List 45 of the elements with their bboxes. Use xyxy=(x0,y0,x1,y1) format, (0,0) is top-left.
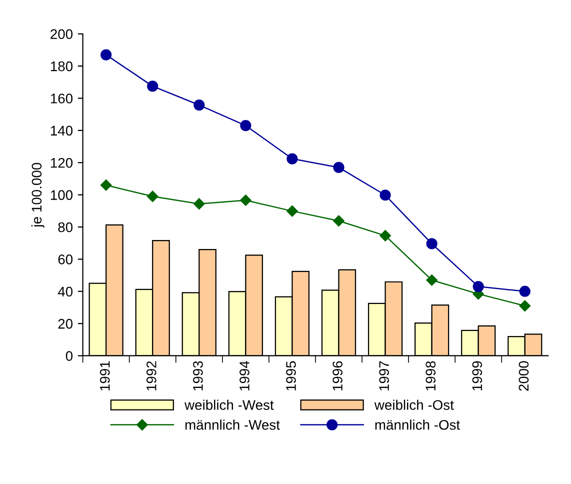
x-tick-label: 1996 xyxy=(332,361,342,390)
legend-label: männlich -West xyxy=(185,420,280,430)
x-tick-label: 1998 xyxy=(426,361,436,390)
y-tick-label: 40 xyxy=(58,286,73,297)
y-tick-label: 140 xyxy=(50,126,73,136)
x-tick-label: 1994 xyxy=(240,361,250,390)
point xyxy=(380,190,391,201)
point xyxy=(426,274,438,286)
y-tick-label: 20 xyxy=(58,318,73,329)
point xyxy=(147,80,158,92)
point xyxy=(333,215,344,226)
point xyxy=(519,286,530,297)
point xyxy=(100,180,112,191)
y-tick-label: 120 xyxy=(50,158,73,168)
point xyxy=(380,230,391,242)
x-tick-label: 2000 xyxy=(518,361,529,391)
y-tick-label: 100 xyxy=(50,190,73,200)
point xyxy=(240,120,252,132)
point xyxy=(240,194,252,206)
y-tick-label: 80 xyxy=(58,222,73,232)
point xyxy=(194,99,205,111)
x-tick-label: 1995 xyxy=(286,361,296,390)
point xyxy=(146,190,158,202)
point xyxy=(100,49,112,60)
point xyxy=(286,153,298,164)
point xyxy=(519,300,530,312)
y-tick-label: 200 xyxy=(50,29,73,40)
x-tick-label: 1993 xyxy=(193,361,203,390)
y-tick-label: 60 xyxy=(58,254,73,264)
point xyxy=(426,238,438,250)
point xyxy=(472,280,484,292)
y-tick-label: 160 xyxy=(50,94,73,104)
legend-label: weiblich -West xyxy=(184,400,274,410)
point xyxy=(333,162,344,174)
y-tick-label: 180 xyxy=(50,61,73,72)
x-tick-label: 1997 xyxy=(379,361,390,390)
x-tick-label: 1991 xyxy=(100,361,110,390)
legend-label: weiblich -Ost xyxy=(374,400,454,410)
x-tick-label: 1992 xyxy=(146,361,156,390)
point xyxy=(194,198,205,210)
point xyxy=(286,205,298,217)
legend-label: männlich -Ost xyxy=(375,420,460,430)
y-axis-title: je 100.000 xyxy=(31,162,44,228)
y-tick-label: 0 xyxy=(66,351,73,361)
x-tick-label: 1999 xyxy=(472,361,482,390)
